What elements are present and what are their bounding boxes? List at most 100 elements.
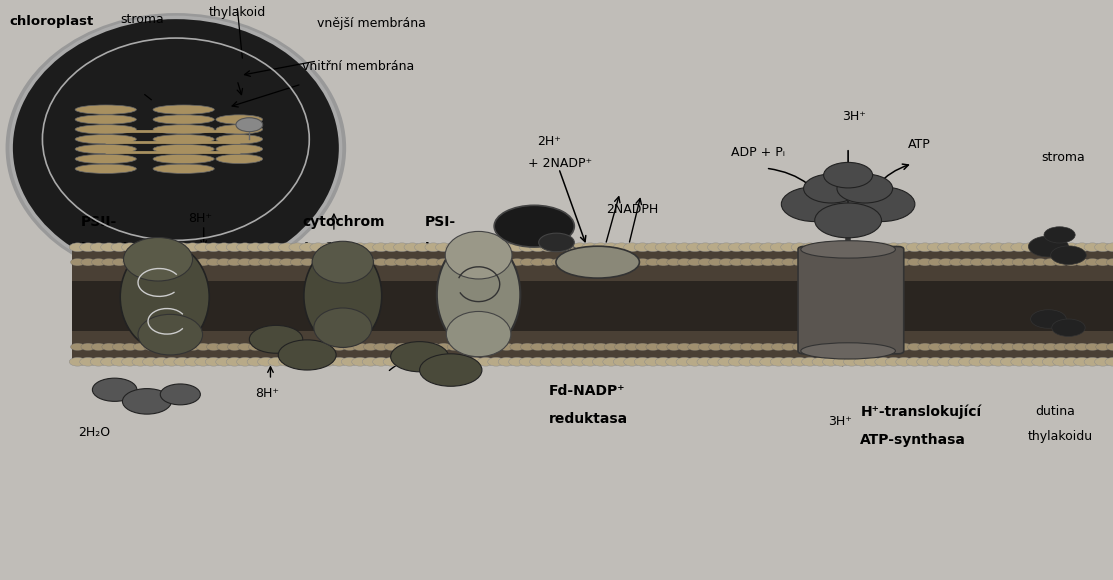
Circle shape — [801, 243, 818, 252]
Ellipse shape — [216, 135, 263, 144]
Ellipse shape — [800, 241, 895, 258]
Circle shape — [728, 357, 745, 366]
Ellipse shape — [445, 231, 512, 279]
Ellipse shape — [555, 246, 639, 278]
Circle shape — [384, 259, 398, 266]
Circle shape — [1042, 357, 1058, 366]
Circle shape — [269, 259, 284, 266]
Circle shape — [414, 243, 431, 252]
Circle shape — [636, 343, 650, 350]
Circle shape — [134, 259, 147, 266]
Circle shape — [698, 259, 712, 266]
Circle shape — [487, 243, 504, 252]
Circle shape — [1022, 243, 1038, 252]
Circle shape — [613, 243, 630, 252]
Circle shape — [814, 343, 827, 350]
Circle shape — [227, 343, 242, 350]
Circle shape — [824, 162, 873, 188]
Circle shape — [519, 243, 535, 252]
Circle shape — [364, 343, 377, 350]
Circle shape — [216, 243, 233, 252]
Circle shape — [144, 343, 158, 350]
Circle shape — [521, 259, 534, 266]
Circle shape — [405, 259, 420, 266]
Circle shape — [144, 259, 158, 266]
Circle shape — [837, 174, 893, 203]
Circle shape — [383, 243, 400, 252]
Text: ATP: ATP — [908, 138, 930, 151]
Circle shape — [927, 243, 944, 252]
Circle shape — [436, 259, 451, 266]
Circle shape — [761, 343, 775, 350]
Circle shape — [394, 357, 411, 366]
Circle shape — [1032, 243, 1048, 252]
Circle shape — [426, 259, 441, 266]
Circle shape — [971, 259, 984, 266]
Circle shape — [958, 357, 975, 366]
Ellipse shape — [314, 308, 372, 347]
Ellipse shape — [76, 115, 136, 124]
Circle shape — [949, 343, 964, 350]
Circle shape — [539, 233, 574, 252]
Circle shape — [906, 357, 923, 366]
Circle shape — [1032, 357, 1048, 366]
Circle shape — [343, 259, 356, 266]
Circle shape — [268, 357, 285, 366]
Circle shape — [405, 343, 420, 350]
Circle shape — [436, 343, 451, 350]
Circle shape — [792, 343, 807, 350]
Circle shape — [289, 243, 306, 252]
Circle shape — [802, 343, 817, 350]
Text: 8H⁺: 8H⁺ — [188, 212, 213, 225]
Circle shape — [583, 343, 598, 350]
Circle shape — [644, 357, 661, 366]
Circle shape — [592, 357, 609, 366]
Circle shape — [466, 243, 483, 252]
Circle shape — [290, 259, 304, 266]
Circle shape — [750, 259, 765, 266]
Ellipse shape — [76, 135, 136, 144]
Circle shape — [112, 259, 127, 266]
Circle shape — [656, 357, 672, 366]
Circle shape — [666, 357, 682, 366]
Circle shape — [195, 357, 211, 366]
Circle shape — [761, 259, 775, 266]
Bar — [72, 331, 1113, 360]
Circle shape — [1002, 259, 1016, 266]
Circle shape — [644, 243, 661, 252]
Circle shape — [896, 357, 913, 366]
Circle shape — [876, 343, 890, 350]
Circle shape — [487, 357, 504, 366]
Circle shape — [848, 187, 915, 222]
Text: PSI-: PSI- — [425, 215, 456, 229]
Circle shape — [844, 243, 860, 252]
Circle shape — [541, 343, 555, 350]
Circle shape — [312, 343, 325, 350]
Text: chloroplast: chloroplast — [9, 14, 93, 27]
Circle shape — [887, 343, 900, 350]
Circle shape — [782, 259, 796, 266]
Circle shape — [531, 259, 545, 266]
Circle shape — [666, 243, 682, 252]
Ellipse shape — [216, 125, 263, 134]
Circle shape — [416, 343, 430, 350]
Circle shape — [1028, 236, 1068, 257]
Circle shape — [257, 357, 274, 366]
Ellipse shape — [11, 17, 341, 278]
Circle shape — [81, 259, 95, 266]
Circle shape — [718, 357, 735, 366]
Circle shape — [374, 259, 388, 266]
Circle shape — [1033, 343, 1047, 350]
Circle shape — [309, 243, 326, 252]
Circle shape — [571, 357, 588, 366]
Ellipse shape — [312, 241, 373, 283]
Circle shape — [623, 243, 640, 252]
Circle shape — [824, 343, 838, 350]
Ellipse shape — [120, 244, 209, 350]
Circle shape — [1031, 310, 1066, 328]
Circle shape — [477, 243, 494, 252]
Circle shape — [855, 259, 869, 266]
Circle shape — [804, 174, 859, 203]
Circle shape — [815, 203, 881, 238]
FancyBboxPatch shape — [798, 246, 904, 354]
